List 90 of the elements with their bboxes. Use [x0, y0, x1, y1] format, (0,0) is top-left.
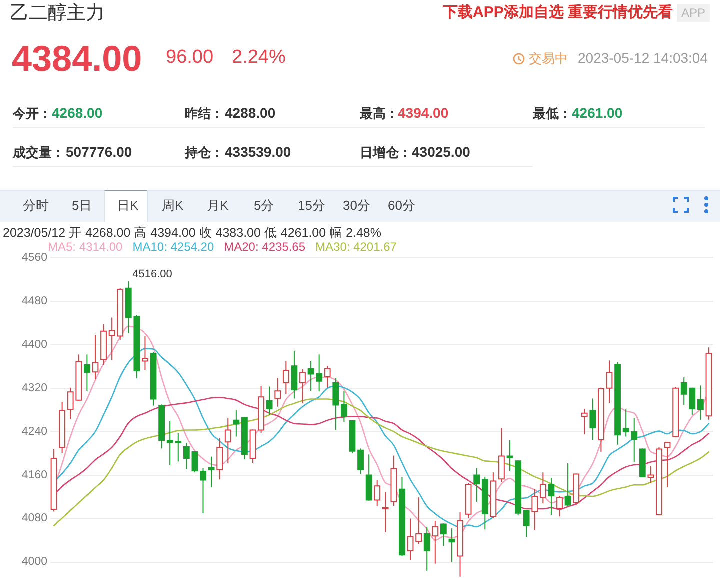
text: 5日	[72, 198, 92, 214]
text: MA5: 4314.00	[48, 240, 123, 254]
text: 4288.00	[225, 105, 276, 122]
y-tick-label: 4240	[22, 426, 48, 438]
candlestick	[316, 354, 323, 392]
text: 2023/05/12 开 4268.00 高 4394.00 收 4383.00 低 4261.00 幅 2.48%	[3, 226, 382, 241]
candlestick	[208, 456, 215, 488]
candlestick	[233, 410, 240, 438]
candlestick	[506, 440, 514, 472]
candlestick	[291, 350, 298, 400]
text: 日增仓：	[360, 145, 412, 161]
text: 4261.00	[572, 105, 623, 122]
y-tick-label: 4000	[22, 556, 48, 568]
text: 43025.00	[412, 144, 470, 161]
y-tick-label: 4560	[22, 252, 48, 264]
candlestick	[142, 336, 148, 371]
candlestick	[266, 386, 273, 416]
candlestick	[548, 478, 555, 516]
candlestick	[341, 390, 348, 423]
chart-title: 乙二醇主力	[10, 3, 105, 26]
candlestick	[556, 495, 563, 518]
text: 60分	[388, 198, 416, 214]
text: MA10: 4254.20	[132, 240, 214, 254]
text: 96.00	[166, 47, 214, 70]
text: 2023-05-12 14:03:04	[578, 50, 708, 67]
candlestick	[108, 317, 116, 361]
candlestick	[416, 497, 422, 545]
text: 分时	[23, 198, 49, 214]
text: 最高：	[360, 106, 399, 122]
candlestick	[540, 472, 546, 504]
candlestick	[183, 442, 190, 470]
candlestick	[606, 360, 613, 404]
y-tick-label: 4160	[22, 469, 48, 482]
text: 30分	[343, 198, 370, 214]
text: 成交量：	[13, 145, 65, 161]
candlestick	[581, 408, 588, 436]
text: MA20: 4235.65	[224, 240, 306, 254]
text: MA30: 4201.67	[316, 240, 397, 254]
text: 月K	[207, 198, 229, 214]
text: 15分	[298, 198, 326, 214]
annotation: 4516.00	[132, 268, 172, 280]
text: 交易中	[529, 51, 568, 67]
candlestick	[374, 480, 381, 507]
text: 最低：	[533, 106, 572, 122]
text: 下载APP添加自选 重要行情优先看	[443, 4, 674, 22]
text: 4394.00	[398, 105, 449, 122]
candlestick	[424, 526, 430, 572]
candlestick	[358, 448, 364, 475]
candlestick	[332, 378, 340, 431]
text: APP	[677, 4, 710, 22]
candlestick	[440, 523, 447, 546]
candlestick	[216, 438, 224, 480]
text: 周K	[162, 198, 184, 214]
text: 今开：	[13, 106, 52, 122]
candlestick	[282, 360, 290, 395]
candlestick	[308, 360, 314, 392]
candlestick	[407, 518, 414, 561]
candlestick	[432, 520, 439, 564]
candlestick	[532, 488, 538, 531]
text: 4268.00	[52, 105, 103, 122]
y-tick-label: 4480	[22, 295, 48, 308]
y-tick-label: 4400	[22, 338, 48, 351]
candlestick	[474, 468, 480, 502]
text: 5分	[254, 198, 274, 214]
candlestick	[92, 334, 99, 380]
candlestick	[664, 442, 671, 488]
candlestick	[523, 510, 530, 538]
candlestick	[448, 528, 456, 563]
candlestick	[300, 368, 306, 404]
candlestick	[200, 468, 206, 514]
text: 日K	[117, 198, 139, 214]
candlestick	[224, 418, 232, 464]
text: 持仓：	[185, 145, 224, 161]
candlestick	[382, 492, 389, 533]
candlestick	[324, 366, 331, 388]
text: 433539.00	[225, 144, 292, 161]
candlestick	[274, 378, 282, 408]
text: 507776.00	[66, 144, 132, 161]
text: 2.24%	[232, 47, 286, 70]
y-tick-label: 4320	[22, 382, 48, 394]
candlestick	[648, 466, 654, 484]
candlestick	[192, 450, 198, 474]
text: 4384.00	[12, 37, 142, 80]
y-tick-label: 4080	[22, 512, 48, 525]
candlestick	[697, 385, 704, 420]
candlestick	[590, 398, 596, 440]
candlestick	[564, 462, 572, 507]
candlestick	[84, 354, 90, 392]
candlestick	[498, 428, 505, 483]
text: 昨结：	[185, 106, 224, 122]
